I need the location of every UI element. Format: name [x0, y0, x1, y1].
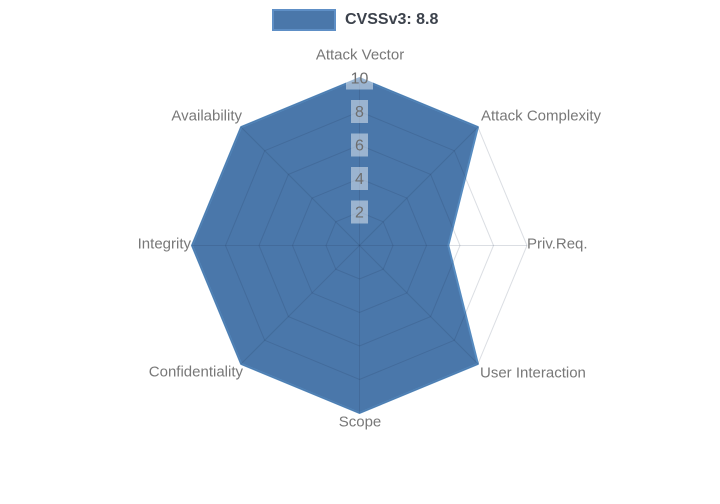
grid-ring	[325, 211, 394, 280]
tick-backdrop	[346, 66, 373, 90]
radial-tick-label: 4	[355, 171, 364, 188]
grid-spoke	[240, 245, 360, 365]
grid-ring	[191, 77, 528, 414]
radar-grid-layer	[191, 77, 528, 414]
legend-item-cvssv3[interactable]: CVSSv3: 8.8	[272, 9, 438, 31]
axis-label-confidentiality: Confidentiality	[149, 364, 244, 381]
grid-ring	[291, 177, 428, 314]
axis-label-user-interaction: User Interaction	[480, 365, 586, 382]
legend: CVSSv3: 8.8	[272, 9, 438, 31]
radial-tick-label: 6	[355, 138, 364, 155]
radar-series-layer	[191, 77, 479, 414]
radial-tick-label: 2	[355, 205, 364, 222]
axis-label-layer: Attack Vector Attack Complexity Priv.Req. U…	[138, 47, 602, 431]
grid-spoke	[240, 126, 360, 246]
tick-backdrop	[351, 133, 368, 157]
legend-label: CVSSv3: 8.8	[345, 11, 439, 28]
axis-label-scope: Scope	[339, 414, 382, 431]
axis-label-integrity: Integrity	[138, 236, 192, 253]
tick-backdrop	[351, 100, 368, 123]
tick-backdrop	[351, 200, 368, 224]
radial-tick-layer: 2 4 6 8 10	[346, 66, 373, 224]
radial-tick-label: 8	[355, 104, 364, 121]
series-polygon-cvssv3	[191, 77, 479, 414]
radial-tick-label: 10	[351, 71, 369, 88]
grid-ring	[224, 110, 495, 381]
legend-swatch	[272, 9, 336, 31]
grid-spoke	[359, 245, 479, 365]
axis-label-availability: Availability	[171, 108, 242, 125]
grid-spoke	[359, 126, 479, 246]
tick-backdrop	[351, 167, 368, 190]
axis-label-priv-req: Priv.Req.	[527, 236, 588, 253]
axis-label-attack-vector: Attack Vector	[316, 47, 404, 64]
grid-ring	[258, 144, 461, 347]
axis-label-attack-complexity: Attack Complexity	[481, 108, 602, 125]
